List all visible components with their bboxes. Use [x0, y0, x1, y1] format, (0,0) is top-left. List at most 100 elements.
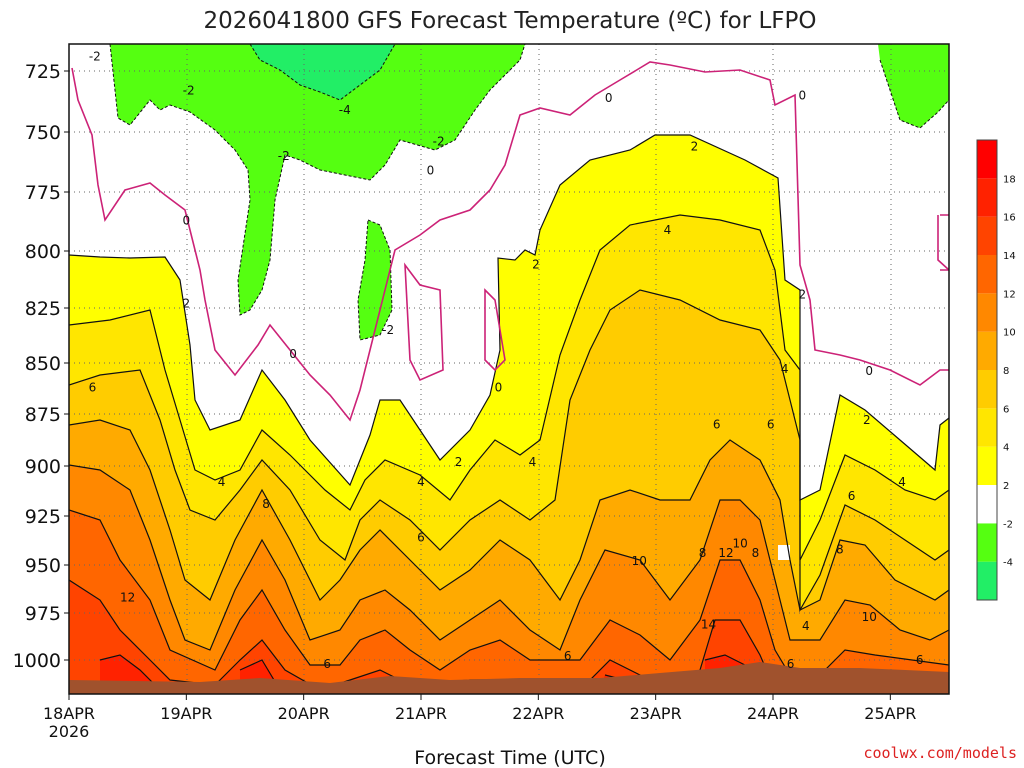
isotherm-label: 8 — [699, 546, 707, 560]
x-tick-label: 19APR — [160, 704, 212, 723]
y-tick-label: 925 — [25, 506, 61, 528]
y-axis: 725 750 775 800 825 850 875 900 925 950 975 1000 — [13, 61, 69, 672]
isotherm-label: -2 — [89, 49, 101, 63]
y-tick-label: 800 — [25, 241, 61, 263]
x-axis-title: Forecast Time (UTC) — [414, 747, 605, 768]
colorbar: 18 16 14 12 10 8 6 4 2 -2 -4 — [976, 139, 1016, 601]
isotherm-label: 2 — [183, 296, 191, 310]
isotherm-label: 8 — [262, 497, 270, 511]
ground — [69, 662, 949, 694]
x-axis: 18APR 19APR 20APR 21APR 22APR 23APR 24APR 25APR — [43, 694, 916, 723]
isotherm-label: 0 — [495, 380, 503, 394]
isotherm-label: -2 — [183, 84, 195, 98]
y-tick-label: 825 — [25, 298, 61, 320]
y-tick-label: 1000 — [13, 650, 61, 672]
colorbar-cell — [977, 561, 997, 600]
isotherm-label: 2 — [691, 139, 699, 153]
isotherm-label: 6 — [848, 489, 856, 503]
colorbar-cell — [977, 178, 997, 217]
isotherm-label: 6 — [89, 380, 97, 394]
warm-pocket-ground — [778, 545, 790, 560]
x-tick-label: 18APR — [43, 704, 95, 723]
isotherm-label: 0 — [427, 163, 435, 177]
isotherm-label: 6 — [916, 653, 924, 667]
x-tick-label: 25APR — [864, 704, 916, 723]
isotherm-label: 0 — [799, 88, 807, 102]
colorbar-cell — [977, 331, 997, 370]
colorbar-cell — [977, 446, 997, 485]
y-tick-label: 900 — [25, 456, 61, 478]
colorbar-cell — [977, 255, 997, 294]
isotherm-label: 6 — [767, 417, 775, 431]
isotherm-label: 2 — [455, 455, 463, 469]
colorbar-cell — [977, 293, 997, 332]
isotherm-label: 12 — [120, 591, 135, 605]
colorbar-tick-label: 12 — [1003, 289, 1016, 300]
colorbar-tick-label: -4 — [1003, 558, 1013, 569]
temperature-band-minus-4 — [250, 44, 395, 100]
colorbar-tick-label: 14 — [1003, 251, 1016, 262]
colorbar-cell — [977, 370, 997, 409]
colorbar-frame — [976, 139, 998, 601]
isotherm-label: 6 — [417, 531, 425, 545]
x-axis-year: 2026 — [49, 722, 90, 741]
plot-area: -2 -2 -4 -2 -2 0 0 0 0 2 4 2 2 -2 0 0 2 4 0 6 2 6 6 2 4 4 4 4 8 6 6 10 8… — [69, 44, 949, 694]
x-tick-label: 20APR — [278, 704, 330, 723]
colorbar-tick-label: 18 — [1003, 174, 1016, 185]
x-tick-label: 23APR — [630, 704, 682, 723]
isotherm-label: -4 — [339, 103, 351, 117]
isotherm-label: -2 — [382, 323, 394, 337]
plot-frame — [68, 43, 950, 695]
colorbar-cell — [977, 140, 997, 179]
isotherm-label: 10 — [733, 536, 748, 550]
y-tick-label: 750 — [25, 122, 61, 144]
colorbar-cell — [977, 523, 997, 562]
colorbar-tick-label: 8 — [1003, 366, 1009, 377]
isotherm-label: 4 — [529, 455, 537, 469]
isotherm-label: 4 — [898, 475, 906, 489]
colorbar-tick-label: 16 — [1003, 213, 1016, 224]
y-tick-label: 875 — [25, 404, 61, 426]
chart-title: 2026041800 GFS Forecast Temperature (ºC)… — [204, 8, 817, 34]
isotherm-label: 10 — [862, 610, 877, 624]
y-tick-label: 975 — [25, 603, 61, 625]
isotherm-label: 14 — [701, 617, 716, 631]
isotherm-label: 6 — [564, 649, 572, 663]
x-tick-label: 24APR — [747, 704, 799, 723]
isotherm-label: 0 — [865, 364, 873, 378]
y-tick-label: 850 — [25, 353, 61, 375]
y-tick-label: 725 — [25, 61, 61, 83]
isotherm-label: 8 — [752, 546, 760, 560]
colorbar-tick-label: 10 — [1003, 328, 1016, 339]
isotherm-label: 12 — [718, 546, 733, 560]
grid — [69, 44, 949, 694]
isotherm-label: 0 — [605, 91, 613, 105]
isotherm-label: 0 — [289, 347, 297, 361]
isotherm-label: 2 — [532, 258, 540, 272]
isotherm-label: 6 — [787, 657, 795, 671]
isotherm-label: 2 — [799, 287, 807, 301]
isotherm-label: 4 — [218, 475, 226, 489]
freezing-line — [71, 61, 949, 422]
colorbar-cell — [977, 216, 997, 255]
isotherm-label: 0 — [183, 213, 191, 227]
colorbar-tick-label: 2 — [1003, 481, 1009, 492]
isotherm-label: -2 — [433, 135, 445, 149]
isotherm-label: 8 — [836, 542, 844, 556]
colorbar-cell — [977, 408, 997, 447]
isotherm-label: 6 — [713, 417, 721, 431]
credit-text: coolwx.com/models — [863, 744, 1017, 762]
isotherm-label: 4 — [781, 362, 789, 376]
y-tick-label: 775 — [25, 182, 61, 204]
isotherm-label: 4 — [664, 223, 672, 237]
x-tick-label: 22APR — [512, 704, 564, 723]
x-tick-label: 21APR — [395, 704, 447, 723]
y-tick-label: 950 — [25, 555, 61, 577]
isotherm-labels: -2 -2 -4 -2 -2 0 0 0 0 2 4 2 2 -2 0 0 2 4 0 6 2 6 6 2 4 4 4 4 8 6 6 10 8… — [89, 49, 924, 670]
isotherm-label: 2 — [863, 413, 871, 427]
isotherm-label: 10 — [632, 554, 647, 568]
colorbar-tick-label: 6 — [1003, 404, 1009, 415]
negative-isotherm-contours — [109, 44, 949, 341]
isotherm-label: 4 — [802, 619, 810, 633]
